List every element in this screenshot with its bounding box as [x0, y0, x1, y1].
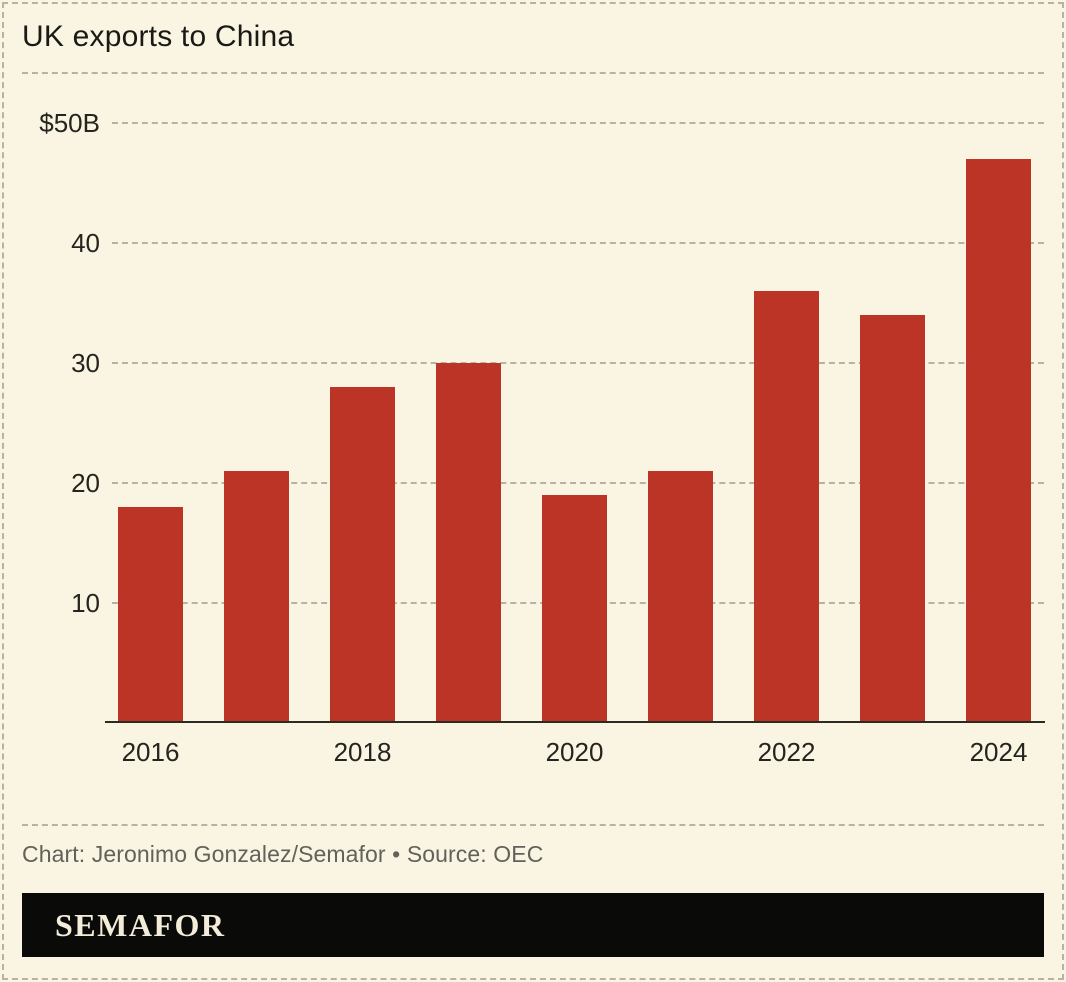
y-tick-label-50: $50B [39, 108, 100, 138]
chart-credit-source: Chart: Jeronimo Gonzalez/Semafor • Sourc… [22, 841, 544, 867]
y-tick-label-30: 30 [71, 348, 100, 378]
y-tick-label-10: 10 [71, 588, 100, 618]
footer-separator-line [22, 824, 1044, 826]
bar-2024 [966, 159, 1031, 723]
bar-2016 [118, 507, 183, 723]
x-axis-line [105, 721, 1045, 723]
bar-2019 [436, 363, 501, 723]
bar-2017 [224, 471, 289, 723]
gridline-y-50 [112, 122, 1044, 124]
semafor-logo-bar: SEMAFOR [22, 893, 1044, 957]
page-title: UK exports to China [22, 20, 295, 53]
bar-2022 [754, 291, 819, 723]
x-tick-label-2020: 2020 [545, 737, 604, 767]
bar-2020 [542, 495, 607, 723]
x-tick-label-2016: 2016 [121, 737, 180, 767]
gridline-y-40 [112, 242, 1044, 244]
bar-2018 [330, 387, 395, 723]
gridline-y-30 [112, 362, 1044, 364]
gridline-y-20 [112, 482, 1044, 484]
bar-2023 [860, 315, 925, 723]
bar-2021 [648, 471, 713, 723]
x-tick-label-2018: 2018 [333, 737, 392, 767]
y-tick-label-40: 40 [71, 228, 100, 258]
x-tick-label-2022: 2022 [757, 737, 816, 767]
title-separator-line [22, 72, 1044, 74]
y-tick-label-20: 20 [71, 468, 100, 498]
x-tick-label-2024: 2024 [969, 737, 1028, 767]
semafor-logo: SEMAFOR [55, 906, 226, 943]
